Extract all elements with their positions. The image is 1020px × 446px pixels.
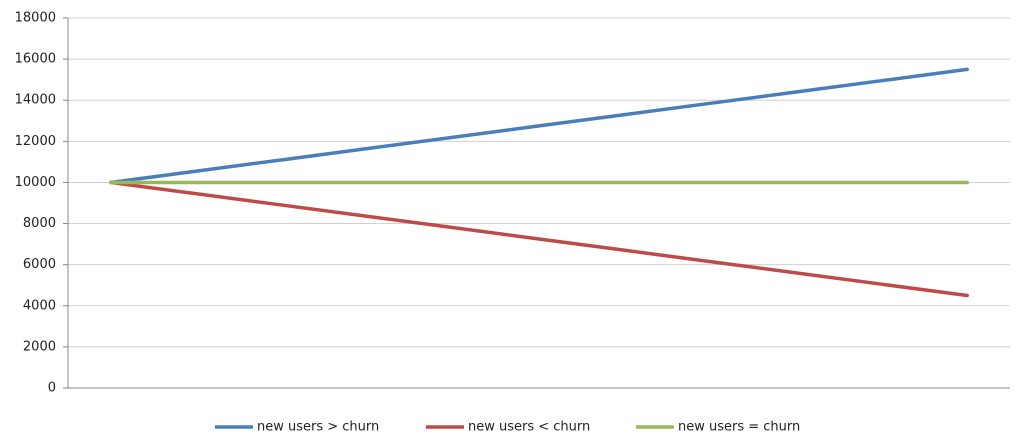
y-tick-label: 16000: [15, 52, 56, 67]
y-tick-label: 14000: [15, 93, 56, 108]
y-tick-label: 0: [48, 381, 56, 396]
y-tick-label: 2000: [23, 339, 56, 354]
y-tick-label: 4000: [23, 298, 56, 313]
series-line: [109, 67, 969, 185]
legend-label: new users = churn: [678, 420, 800, 435]
y-tick-label: 18000: [15, 11, 56, 26]
y-tick-label: 10000: [15, 175, 56, 190]
y-tick-label: 6000: [23, 257, 56, 272]
y-tick-label: 8000: [23, 216, 56, 231]
legend-label: new users < churn: [468, 420, 590, 435]
legend-label: new users > churn: [257, 420, 379, 435]
series-line: [109, 180, 969, 298]
y-tick-label: 12000: [15, 134, 56, 149]
